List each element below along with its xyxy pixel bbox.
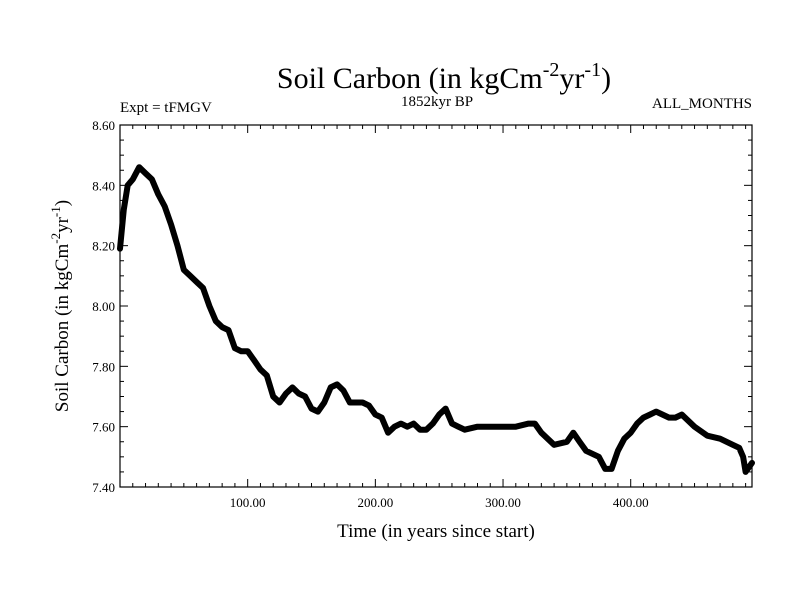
title-end: ) [601,62,611,95]
title-main: Soil Carbon (in kgCm [277,62,543,95]
title-mid: yr [559,62,584,95]
x-axis-label: Time (in years since start) [337,521,535,542]
ylabel-main: Soil Carbon (in kgCm [52,244,73,413]
x-axis: 100.00 200.00 300.00 400.00 [132,125,747,510]
title-sup-1: -2 [543,59,560,81]
x-tick-label: 400.00 [613,495,649,510]
y-tick-label: 7.80 [92,359,115,374]
series-layer [117,164,755,475]
y-tick-label: 8.00 [92,299,115,314]
ylabel-sup-2: -1 [48,206,63,217]
ylabel-end: ) [52,200,73,206]
y-tick-label: 8.40 [92,178,115,193]
y-axis-label: Soil Carbon (in kgCm-2yr-1) [48,200,73,412]
y-tick-label: 8.60 [92,118,115,133]
plot-frame [119,124,753,488]
chart-title: Soil Carbon (in kgCm-2yr-1) [277,59,611,95]
x-tick-label: 200.00 [357,495,393,510]
y-axis: 7.40 7.60 7.80 8.00 8.20 8.40 8.60 [92,118,752,495]
x-tick-label: 300.00 [485,495,521,510]
ylabel-mid: yr [52,216,73,233]
y-tick-label: 7.40 [92,480,115,495]
x-tick-label: 100.00 [230,495,266,510]
ylabel-sup-1: -2 [48,233,63,244]
experiment-label: Expt = tFMGV [120,100,212,116]
period-label: 1852kyr BP [401,94,473,110]
title-sup-2: -1 [584,59,601,81]
months-label: ALL_MONTHS [652,96,752,112]
y-tick-label: 8.20 [92,239,115,254]
series-line [117,164,755,475]
y-tick-label: 7.60 [92,420,115,435]
